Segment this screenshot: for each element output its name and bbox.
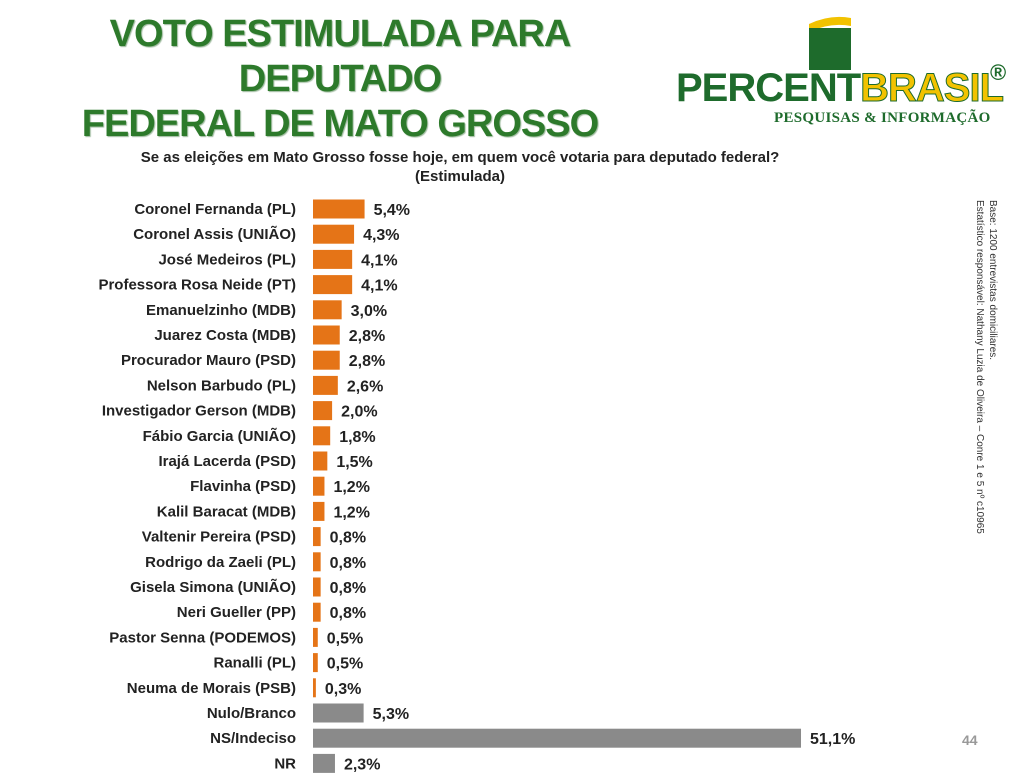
category-label: Valtenir Pereira (PSD) — [142, 529, 296, 546]
bar — [313, 501, 325, 521]
value-label: 0,8% — [330, 605, 366, 622]
category-label: Procurador Mauro (PSD) — [121, 352, 296, 369]
category-label: Nulo/Branco — [207, 705, 296, 722]
value-label: 5,3% — [373, 706, 409, 723]
bar — [313, 577, 321, 597]
category-label: Pastor Senna (PODEMOS) — [109, 629, 296, 646]
category-label: Ranalli (PL) — [213, 655, 296, 672]
percentbrasil-logo: PERCENTBRASIL ® PESQUISAS & INFORMAÇÃO — [672, 10, 1017, 130]
bar — [313, 476, 325, 496]
bar — [313, 753, 335, 773]
question-line-1: Se as eleições em Mato Grosso fosse hoje… — [140, 149, 780, 166]
value-label: 0,8% — [330, 580, 366, 597]
category-label: Neri Gueller (PP) — [177, 604, 296, 621]
value-label: 2,0% — [341, 404, 377, 421]
value-label: 0,5% — [327, 656, 363, 673]
title-line-1: VOTO ESTIMULADA PARA DEPUTADO — [109, 13, 572, 100]
bar — [313, 300, 342, 320]
logo-wordmark-part2: BRASIL — [860, 66, 1005, 111]
category-label: Rodrigo da Zaeli (PL) — [145, 554, 296, 571]
bar — [313, 527, 321, 547]
value-label: 2,8% — [349, 353, 385, 370]
category-label: NR — [274, 755, 296, 772]
bar-chart: Coronel Fernanda (PL) 5,4% Coronel Assis (… — [98, 199, 855, 773]
value-label: 1,2% — [333, 504, 369, 521]
value-label: 0,5% — [327, 630, 363, 647]
value-label: 2,6% — [347, 378, 383, 395]
bar — [313, 275, 353, 295]
bar — [313, 552, 321, 572]
value-label: 0,8% — [330, 555, 366, 572]
category-label: Coronel Assis (UNIÃO) — [133, 225, 296, 243]
bar — [313, 678, 316, 698]
logo-registered-mark: ® — [990, 60, 1007, 85]
value-label: 1,8% — [339, 429, 375, 446]
category-label: Neuma de Morais (PSB) — [127, 680, 296, 697]
category-label: Flavinha (PSD) — [190, 478, 296, 495]
category-label: Emanuelzinho (MDB) — [146, 302, 296, 319]
bar — [313, 653, 318, 673]
value-label: 0,8% — [330, 530, 366, 547]
bar — [313, 728, 802, 748]
question-line-2: (Estimulada) — [414, 168, 505, 185]
category-label: José Medeiros (PL) — [158, 251, 296, 268]
bar — [313, 602, 321, 622]
category-label: Nelson Barbudo (PL) — [147, 377, 296, 394]
methodology-note-line-2: Estatístico responsável: Nathany Luzia d… — [974, 200, 985, 534]
logo-wordmark-part1: PERCENT — [676, 66, 861, 110]
value-label: 51,1% — [810, 731, 855, 748]
methodology-note-line-1: Base: 1200 entrevistas domiciliares. — [987, 200, 998, 361]
category-label: Professora Rosa Neide (PT) — [98, 277, 296, 294]
bar — [313, 627, 318, 647]
value-label: 4,3% — [363, 227, 399, 244]
logo-wordmark: PERCENTBRASIL — [676, 66, 1005, 111]
category-label: Juarez Costa (MDB) — [154, 327, 296, 344]
value-label: 4,1% — [361, 252, 397, 269]
value-label: 2,3% — [344, 756, 380, 773]
category-label: Investigador Gerson (MDB) — [102, 403, 296, 420]
bar — [313, 401, 333, 421]
bar — [313, 224, 355, 244]
methodology-note: Base: 1200 entrevistas domiciliares. Est… — [973, 200, 999, 534]
category-label: Coronel Fernanda (PL) — [134, 201, 296, 218]
bar — [313, 451, 328, 471]
chart-question: Se as eleições em Mato Grosso fosse hoje… — [60, 148, 860, 186]
value-label: 2,8% — [349, 328, 385, 345]
category-label: Gisela Simona (UNIÃO) — [130, 578, 296, 596]
category-label: NS/Indeciso — [210, 730, 296, 747]
logo-flag-icon — [809, 16, 851, 70]
value-label: 0,3% — [325, 681, 361, 698]
value-label: 1,5% — [336, 454, 372, 471]
page-number: 44 — [962, 732, 978, 748]
bar — [313, 375, 338, 395]
value-label: 4,1% — [361, 278, 397, 295]
bar — [313, 325, 340, 345]
bar — [313, 199, 365, 219]
category-label: Irajá Lacerda (PSD) — [158, 453, 296, 470]
value-label: 5,4% — [374, 202, 410, 219]
value-label: 1,2% — [333, 479, 369, 496]
category-label: Kalil Baracat (MDB) — [157, 503, 296, 520]
bar — [313, 350, 340, 370]
bar — [313, 249, 353, 269]
logo-tagline: PESQUISAS & INFORMAÇÃO — [774, 110, 991, 126]
page-title: VOTO ESTIMULADA PARA DEPUTADO FEDERAL DE… — [20, 12, 660, 147]
title-line-2: FEDERAL DE MATO GROSSO — [81, 103, 599, 145]
category-label: Fábio Garcia (UNIÃO) — [143, 427, 296, 445]
value-label: 3,0% — [351, 303, 387, 320]
bar — [313, 426, 331, 446]
bar — [313, 703, 364, 723]
